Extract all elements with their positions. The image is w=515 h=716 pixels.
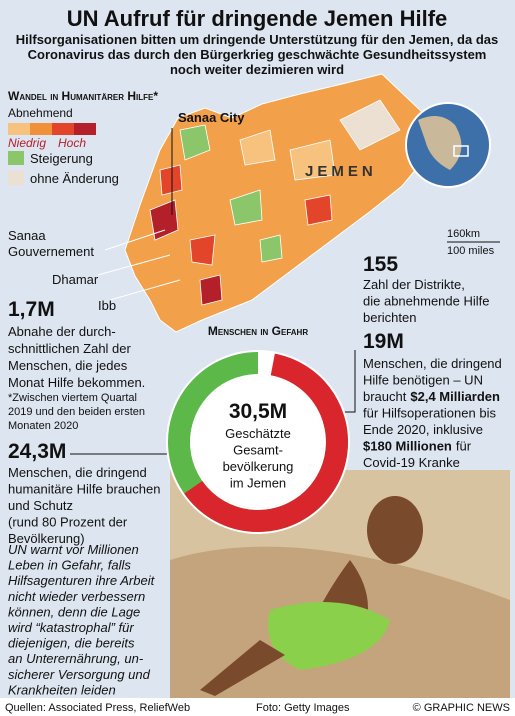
footnote: 2019 und den beiden ersten — [8, 406, 145, 418]
donut-segment — [184, 353, 348, 532]
donut-text: Gesamt- — [233, 443, 283, 458]
map-districts — [149, 99, 401, 306]
globe-locator — [453, 145, 469, 157]
quote: Leben in Gefahr, falls — [8, 558, 131, 573]
stat-text: und Schutz — [8, 498, 73, 513]
stat: 19M — [363, 330, 404, 353]
stat-text: Abnahe der durch- — [8, 324, 116, 339]
legend-label: Niedrig — [8, 136, 46, 150]
legend-swatch — [8, 151, 24, 165]
leader-line — [109, 279, 181, 301]
donut-hole — [192, 376, 324, 508]
text-segment: Hilfe benötigen – UN — [363, 373, 483, 388]
donut-text: bevölkerung — [223, 459, 294, 474]
stat: 24,3M — [8, 440, 66, 463]
stat-text: Menschen, die dringend — [363, 356, 502, 371]
text-segment: braucht — [363, 389, 407, 404]
footnote: *Zwischen viertem Quartal — [8, 392, 137, 404]
footer-text: Quellen: Associated Press, ReliefWeb — [5, 702, 190, 714]
leader-line — [104, 229, 166, 251]
stat: 155 — [363, 253, 398, 276]
leader-line — [97, 254, 171, 276]
quote: UN warnt vor Millionen — [8, 542, 139, 557]
stat-text: Ende 2020, inklusive — [363, 422, 483, 437]
text-segment: $2,4 Milliarden — [410, 389, 500, 404]
legend-title: Wandel in Humanitärer Hilfe* — [8, 89, 158, 103]
footer-bar — [0, 698, 515, 716]
donut-title: Menschen in Gefahr — [208, 324, 308, 338]
map-label: Gouvernement — [8, 244, 94, 259]
scale-label: 160km — [447, 228, 480, 240]
stat-text: Hilfe benötigen – UN — [363, 373, 483, 388]
footnote: Monaten 2020 — [8, 420, 78, 432]
quote: Krankheiten leiden — [8, 682, 116, 697]
footer-text: Foto: Getty Images — [256, 702, 350, 714]
text-segment: Covid-19 Kranke — [363, 455, 460, 470]
subtitle: noch weiter dezimieren wird — [170, 62, 344, 77]
legend-label: Abnehmend — [8, 106, 73, 120]
map-label: Dhamar — [52, 272, 99, 287]
stat-text: berichten — [363, 310, 416, 325]
stat-text: Zahl der Distrikte, — [363, 277, 465, 292]
quote: nicht wieder verbessern — [8, 589, 145, 604]
stat-text: (rund 80 Prozent der — [8, 515, 128, 530]
stat-text: Monat Hilfe bekommen. — [8, 375, 145, 390]
legend-swatch — [8, 171, 24, 185]
legend-swatch — [52, 123, 74, 135]
subtitle: Hilfsorganisationen bitten um dringende … — [16, 32, 499, 47]
quote: an Unterernährung, un- — [8, 651, 144, 666]
map-label: Sanaa City — [178, 110, 245, 125]
subtitle: Coronavirus das durch den Bürgerkrieg ge… — [28, 47, 487, 62]
donut-text: im Jemen — [230, 476, 286, 491]
donut-text: Geschätzte — [225, 426, 291, 441]
stat-text: braucht $2,4 Milliarden — [363, 389, 500, 404]
stat-text: für Hilfsoperationen bis — [363, 406, 496, 421]
quote: wird “katastrophal” für — [8, 620, 134, 635]
stat-text: Menschen, die jedes — [8, 358, 128, 373]
donut-total-label: 30,5M — [229, 400, 287, 423]
stat-text: schnittlichen Zahl der — [8, 341, 132, 356]
text-segment: Ende 2020, inklusive — [363, 422, 483, 437]
quote: Hilfsagenturen ihre Arbeit — [8, 573, 156, 588]
stat-text: die abnehmende Hilfe — [363, 294, 489, 309]
map-label: JEMEN — [305, 163, 377, 180]
legend-swatch — [8, 123, 30, 135]
map-label: Ibb — [98, 298, 116, 313]
scale-label: 100 miles — [447, 245, 495, 257]
text-segment: Menschen, die dringend — [363, 356, 502, 371]
text-segment: für Hilfsoperationen bis — [363, 406, 496, 421]
quote: können, denn die Lage — [8, 604, 140, 619]
legend-swatch — [30, 123, 52, 135]
globe-land — [418, 116, 462, 170]
stat-text: Bevölkerung) — [8, 531, 85, 546]
text-segment: $180 Millionen — [363, 439, 452, 454]
stat-text: humanitäre Hilfe brauchen — [8, 482, 160, 497]
title: UN Aufruf für dringende Jemen Hilfe — [67, 6, 448, 31]
legend-swatch — [74, 123, 96, 135]
footer-text: © GRAPHIC NEWS — [413, 702, 510, 714]
text-segment: für — [456, 439, 472, 454]
quote: sicherer Versorgung und — [8, 667, 151, 682]
legend-label: Steigerung — [30, 151, 93, 166]
stat: 1,7M — [8, 298, 55, 321]
stat-text: $180 Millionen für — [363, 439, 472, 454]
stat-text: Menschen, die dringend — [8, 465, 147, 480]
legend-label: ohne Änderung — [30, 171, 119, 186]
stat-text: Covid-19 Kranke — [363, 455, 460, 470]
quote: diejenigen, die bereits — [8, 636, 135, 651]
map-label: Sanaa — [8, 228, 46, 243]
legend-label: Hoch — [58, 136, 86, 150]
